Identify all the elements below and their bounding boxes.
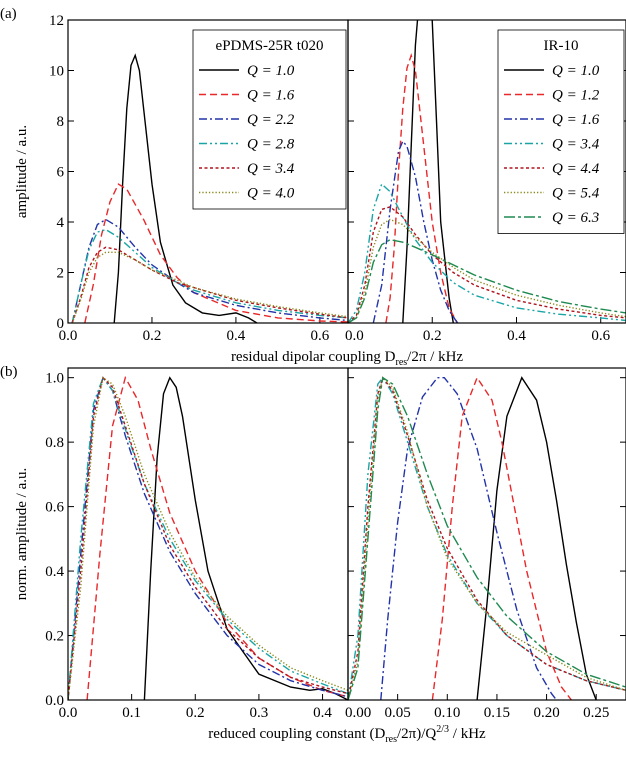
x-axis-label-part: res: [395, 357, 407, 368]
x-tick-label: 0.0: [59, 705, 78, 721]
x-tick-label: 0.1: [122, 705, 141, 721]
x-tick-label: 0.00: [345, 705, 371, 721]
x-axis-label: residual dipolar coupling Dres/2π / kHz: [231, 349, 463, 368]
legend-label: Q = 4.4: [552, 161, 600, 177]
legend-label: Q = 2.8: [247, 137, 295, 153]
y-tick-label: 0.4: [45, 564, 64, 580]
x-axis-label-part: / kHz: [449, 726, 486, 742]
curve: [431, 376, 572, 700]
curve: [348, 206, 626, 323]
x-axis-label-part: 2/3: [436, 724, 449, 735]
x-tick-label: 0.2: [143, 328, 162, 344]
curve: [348, 238, 626, 323]
x-tick-label: 0.10: [434, 705, 460, 721]
y-tick-label: 0.0: [45, 693, 64, 709]
curve: [348, 376, 626, 700]
curve: [71, 228, 348, 323]
legend-label: Q = 3.4: [247, 161, 295, 177]
legend-label: Q = 1.6: [552, 112, 600, 128]
legend-title: ePDMS-25R t020: [216, 38, 324, 54]
x-axis-label-part: res: [385, 734, 397, 745]
curve: [68, 376, 348, 700]
plot-area: [71, 53, 348, 323]
x-tick-label: 0.6: [310, 328, 329, 344]
legend-label: Q = 3.4: [552, 137, 600, 153]
curve: [113, 53, 258, 323]
plot-area: [348, 376, 626, 700]
panel-label: (a): [0, 6, 17, 22]
y-tick-label: 0.2: [45, 629, 64, 645]
curve: [372, 139, 459, 323]
legend-label: Q = 1.2: [552, 88, 600, 104]
x-tick-label: 0.20: [533, 705, 559, 721]
x-tick-label: 0.0: [345, 328, 364, 344]
curve: [380, 377, 558, 700]
y-tick-label: 0: [57, 316, 65, 332]
curve: [348, 376, 626, 700]
curve: [68, 376, 348, 700]
x-axis-label-part: residual dipolar coupling D: [231, 349, 396, 365]
legend-box: [497, 29, 625, 234]
x-tick-label: 0.3: [250, 705, 269, 721]
x-axis-label: reduced coupling constant (Dres/2π)/Q2/3…: [208, 724, 486, 745]
legend-label: Q = 4.0: [247, 186, 295, 202]
curve: [348, 182, 626, 323]
panel-label: (b): [0, 364, 18, 380]
legend-label: Q = 5.4: [552, 186, 600, 202]
y-tick-label: 0.8: [45, 435, 64, 451]
legend-label: Q = 1.6: [247, 88, 295, 104]
legend-title: IR-10: [544, 38, 579, 54]
y-tick-label: 2: [57, 266, 65, 282]
x-tick-label: 0.2: [423, 328, 442, 344]
x-tick-label: 0.05: [385, 705, 411, 721]
plot-area: [348, 20, 626, 323]
x-tick-label: 0.2: [186, 705, 205, 721]
y-tick-label: 10: [49, 64, 64, 80]
legend-label: Q = 6.3: [552, 210, 599, 226]
x-axis-label-part: /2π / kHz: [407, 349, 463, 365]
x-tick-label: 0.25: [583, 705, 609, 721]
x-tick-label: 0.4: [313, 705, 332, 721]
curve: [71, 251, 348, 323]
x-tick-label: 0.6: [591, 328, 610, 344]
x-tick-label: 0.0: [59, 328, 78, 344]
y-tick-label: 4: [57, 215, 65, 231]
axes-frame: [67, 367, 349, 701]
legend-label: Q = 1.0: [247, 63, 295, 79]
x-axis-label-part: reduced coupling constant (D: [208, 726, 385, 742]
x-tick-label: 0.4: [507, 328, 526, 344]
y-tick-label: 8: [57, 114, 65, 130]
legend-label: Q = 1.0: [552, 63, 600, 79]
curve: [71, 246, 348, 323]
y-tick-label: 12: [49, 13, 64, 29]
y-axis-label: norm. amplitude / a.u.: [14, 468, 30, 600]
curve: [348, 218, 626, 323]
y-tick-label: 6: [57, 165, 65, 181]
curve: [68, 376, 348, 700]
x-tick-label: 0.4: [227, 328, 246, 344]
curve: [71, 218, 348, 323]
y-tick-label: 1.0: [45, 371, 64, 387]
x-tick-label: 0.15: [484, 705, 510, 721]
curve: [402, 20, 454, 323]
plot-area: [68, 375, 348, 700]
curve: [348, 376, 626, 700]
curve: [143, 376, 348, 700]
curve: [348, 376, 626, 700]
curve: [385, 53, 459, 323]
x-axis-label-part: /2π)/Q: [397, 726, 436, 742]
axes-frame: [347, 19, 626, 324]
curve: [476, 376, 597, 700]
curve: [86, 375, 348, 700]
y-axis-label: amplitude / a.u.: [14, 125, 30, 218]
y-tick-label: 0.6: [45, 500, 64, 516]
legend-label: Q = 2.2: [247, 112, 295, 128]
axes-frame: [347, 367, 626, 701]
curve: [68, 376, 348, 700]
